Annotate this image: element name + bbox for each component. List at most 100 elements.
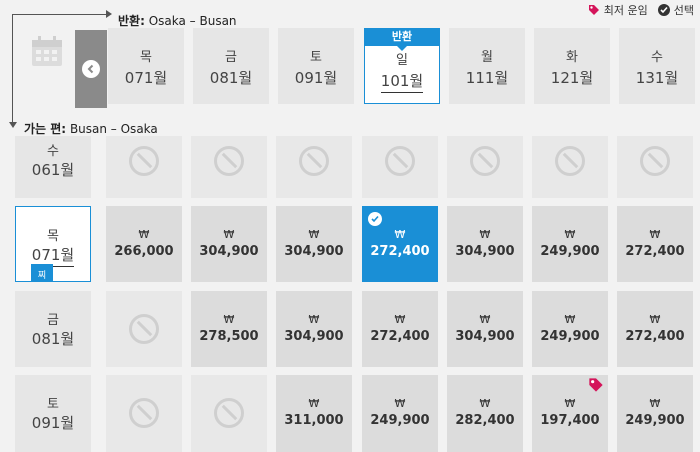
fare-price: 304,900 [199, 244, 259, 259]
fare-cell[interactable]: ₩304,900 [447, 291, 523, 367]
fare-price: 272,400 [625, 329, 685, 344]
date-text: 071월 [31, 244, 75, 267]
fare-cell[interactable]: ₩304,900 [276, 206, 352, 282]
date-text: 121월 [550, 69, 594, 87]
fare-cell[interactable]: ₩249,900 [617, 375, 693, 452]
return-date-4[interactable]: 월 111월 [449, 28, 525, 104]
date-text: 091월 [294, 69, 338, 87]
return-badge: 반환 [364, 28, 440, 51]
unavailable-icon [299, 146, 329, 176]
unavailable-icon [470, 146, 500, 176]
fare-cell[interactable]: ₩249,900 [532, 206, 608, 282]
fare-cell[interactable]: ₩311,000 [276, 375, 352, 452]
currency-symbol: ₩ [564, 397, 576, 410]
unavailable-icon [214, 146, 244, 176]
fare-price: 249,900 [540, 244, 600, 259]
currency-symbol: ₩ [223, 228, 235, 241]
day-of-week: 수 [47, 144, 59, 159]
fare-cell[interactable]: ₩249,900 [362, 375, 438, 452]
fare-price: 249,900 [540, 329, 600, 344]
unavailable-cell [617, 136, 693, 198]
calendar-icon[interactable] [30, 34, 64, 68]
arrow-left-icon [82, 60, 100, 78]
currency-symbol: ₩ [308, 228, 320, 241]
lowest-fare-tag-icon [589, 378, 603, 392]
currency-symbol: ₩ [394, 397, 406, 410]
fare-cell[interactable]: ₩282,400 [447, 375, 523, 452]
fare-cell[interactable]: ₩304,900 [276, 291, 352, 367]
route-line-return [12, 14, 108, 15]
outbound-date-0[interactable]: 수 061월 [15, 136, 91, 198]
currency-symbol: ₩ [479, 228, 491, 241]
unavailable-icon [214, 398, 244, 428]
fare-cell[interactable]: ₩272,400 [617, 291, 693, 367]
return-route: 반환: Osaka – Busan [118, 12, 237, 29]
currency-symbol: ₩ [564, 313, 576, 326]
tag-icon [588, 5, 599, 15]
unavailable-icon [385, 146, 415, 176]
currency-symbol: ₩ [394, 313, 406, 326]
prev-week-button[interactable] [75, 30, 107, 108]
day-of-week: 금 [47, 313, 59, 328]
date-text: 081월 [209, 69, 253, 87]
return-date-0[interactable]: 목 071월 [108, 28, 184, 104]
date-text: 111월 [465, 69, 509, 87]
currency-symbol: ₩ [138, 228, 150, 241]
fare-cell[interactable]: ₩272,400 [362, 291, 438, 367]
unavailable-icon [129, 398, 159, 428]
fare-cell[interactable]: ₩272,400 [617, 206, 693, 282]
return-date-5[interactable]: 화 121월 [534, 28, 610, 104]
check-icon [368, 212, 382, 226]
currency-symbol: ₩ [223, 313, 235, 326]
currency-symbol: ₩ [564, 228, 576, 241]
currency-symbol: ₩ [649, 397, 661, 410]
date-label: 091월 [278, 67, 354, 88]
unavailable-cell [276, 136, 352, 198]
currency-symbol: ₩ [308, 397, 320, 410]
day-of-week: 수 [651, 50, 663, 65]
date-label: 091월 [15, 412, 91, 433]
fare-price: 272,400 [370, 244, 430, 259]
unavailable-cell [191, 136, 267, 198]
arrow-right-icon [106, 10, 112, 18]
day-of-week: 화 [566, 50, 578, 65]
outbound-route-label: 가는 편: [24, 122, 67, 136]
fare-price: 282,400 [455, 413, 515, 428]
fare-cell[interactable]: ₩197,400 [532, 375, 608, 452]
outbound-date-1[interactable]: 목 071월 찌 [15, 206, 91, 282]
fare-price: 249,900 [625, 413, 685, 428]
day-of-week: 토 [47, 397, 59, 412]
fare-cell[interactable]: ₩304,900 [447, 206, 523, 282]
outbound-date-3[interactable]: 토 091월 [15, 375, 91, 452]
date-label: 061월 [15, 159, 91, 180]
fare-cell[interactable]: ₩249,900 [532, 291, 608, 367]
return-date-3[interactable]: 반환 일 101월 [364, 28, 440, 104]
fare-cell[interactable]: ₩266,000 [106, 206, 182, 282]
currency-symbol: ₩ [649, 228, 661, 241]
fare-cell[interactable]: ₩278,500 [191, 291, 267, 367]
unavailable-icon [555, 146, 585, 176]
outbound-route-name: Busan – Osaka [69, 122, 158, 136]
fare-price: 249,900 [370, 413, 430, 428]
return-date-2[interactable]: 토 091월 [278, 28, 354, 104]
legend-lowest-fare: 최저 운임 [588, 2, 648, 18]
currency-symbol: ₩ [479, 397, 491, 410]
fare-price: 304,900 [455, 244, 515, 259]
legend-selected-label: 선택 [673, 4, 694, 17]
fare-cell[interactable]: ₩272,400 [362, 206, 438, 282]
return-route-label: 반환: [118, 14, 145, 28]
date-label: 111월 [449, 67, 525, 88]
day-of-week: 월 [481, 50, 493, 65]
currency-symbol: ₩ [308, 313, 320, 326]
unavailable-cell [106, 375, 182, 452]
unavailable-cell [106, 291, 182, 367]
outbound-date-2[interactable]: 금 081월 [15, 291, 91, 367]
return-date-1[interactable]: 금 081월 [193, 28, 269, 104]
unavailable-cell [106, 136, 182, 198]
day-of-week: 목 [140, 50, 152, 65]
date-text: 071월 [124, 69, 168, 87]
return-date-6[interactable]: 수 131월 [619, 28, 695, 104]
fare-cell[interactable]: ₩304,900 [191, 206, 267, 282]
currency-symbol: ₩ [649, 313, 661, 326]
check-icon [657, 4, 670, 16]
